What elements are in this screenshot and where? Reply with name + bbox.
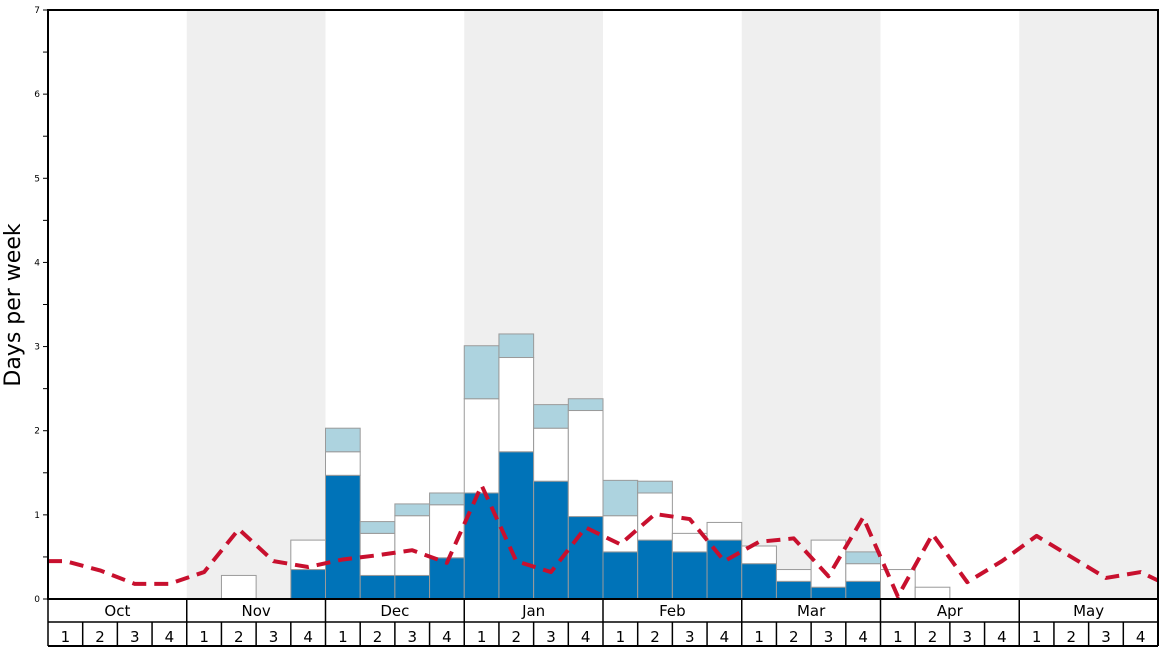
bar-segment xyxy=(567,516,604,600)
bar-segment xyxy=(567,398,604,412)
week-label: 3 xyxy=(130,628,140,646)
week-label: 4 xyxy=(997,628,1007,646)
bar-segment xyxy=(498,357,535,453)
month-band xyxy=(1019,10,1158,599)
bar-segment xyxy=(671,551,708,600)
y-tick-label: 6 xyxy=(34,90,40,100)
month-label: Apr xyxy=(937,602,964,620)
y-axis-title: Days per week xyxy=(1,223,26,386)
week-label: 1 xyxy=(893,628,903,646)
week-label: 4 xyxy=(442,628,452,646)
bar-segment xyxy=(775,569,812,582)
week-label: 2 xyxy=(95,628,105,646)
week-label: 3 xyxy=(1101,628,1111,646)
bar-segment xyxy=(325,427,361,453)
bar-segment xyxy=(845,580,881,600)
bar-segment xyxy=(602,551,639,600)
week-label: 4 xyxy=(165,628,175,646)
week-label: 3 xyxy=(685,628,695,646)
bar-segment xyxy=(325,451,361,476)
bar-segment xyxy=(498,451,535,600)
week-label: 1 xyxy=(477,628,487,646)
bar-segment xyxy=(567,410,604,518)
week-label: 1 xyxy=(1032,628,1042,646)
month-shading-bands xyxy=(186,10,1158,599)
bar-segment xyxy=(429,492,465,506)
trend-line xyxy=(48,483,1159,599)
bar-segment xyxy=(810,586,847,600)
week-label: 2 xyxy=(373,628,383,646)
bar-segment xyxy=(845,551,881,565)
bar-segment xyxy=(810,539,847,588)
bar-segment xyxy=(463,398,500,494)
week-label: 1 xyxy=(199,628,209,646)
bar-segment xyxy=(845,563,881,582)
bar-segment xyxy=(533,404,569,429)
bar-segment xyxy=(533,427,569,482)
y-tick-label: 7 xyxy=(34,6,40,16)
week-label: 4 xyxy=(720,628,730,646)
y-tick-label: 2 xyxy=(34,427,40,437)
bar-segment xyxy=(914,586,951,600)
stacked-bars xyxy=(220,333,951,600)
month-label: Jan xyxy=(521,602,545,620)
bar-segment xyxy=(533,480,569,600)
week-label: 2 xyxy=(928,628,938,646)
month-label: Nov xyxy=(241,602,270,620)
bar-segment xyxy=(394,503,431,517)
x-axis: Oct Nov Dec Jan Feb Mar Apr May 1 2 3 4 1 2 3 4 1 2 3 4 1 2 3 4… xyxy=(47,599,1159,647)
y-tick-label: 0 xyxy=(34,595,40,605)
trend-line-group xyxy=(48,483,1159,599)
week-label: 3 xyxy=(546,628,556,646)
bar-segment xyxy=(637,539,673,600)
month-band xyxy=(741,10,881,599)
month-label: Dec xyxy=(380,602,409,620)
bar-segment xyxy=(359,521,396,534)
week-label: 4 xyxy=(858,628,868,646)
bar-segment xyxy=(741,545,777,565)
bar-segment xyxy=(741,563,777,600)
y-tick-label: 3 xyxy=(34,343,40,353)
bar-segment xyxy=(463,345,500,400)
week-label: 3 xyxy=(407,628,417,646)
week-label: 1 xyxy=(616,628,626,646)
y-axis: 0 1 2 3 4 5 6 7 xyxy=(34,6,48,605)
month-label: Mar xyxy=(797,602,826,620)
week-label: 1 xyxy=(754,628,764,646)
y-tick-label: 4 xyxy=(34,258,40,268)
week-label: 2 xyxy=(234,628,244,646)
week-label: 2 xyxy=(512,628,522,646)
week-label: 1 xyxy=(338,628,348,646)
y-tick-label: 1 xyxy=(34,511,40,521)
bar-segment xyxy=(220,574,257,600)
bar-segment xyxy=(394,515,431,576)
bar-segment xyxy=(394,574,431,600)
bar-segment xyxy=(290,569,326,600)
bar-segment xyxy=(325,474,361,600)
bar-segment xyxy=(602,479,639,517)
week-label: 4 xyxy=(1136,628,1146,646)
week-label: 3 xyxy=(824,628,834,646)
bar-segment xyxy=(359,574,396,600)
week-label: 4 xyxy=(581,628,591,646)
bar-segment xyxy=(706,521,743,541)
week-label: 4 xyxy=(303,628,313,646)
y-tick-label: 5 xyxy=(34,174,40,184)
month-label: Oct xyxy=(104,602,130,620)
week-label: 3 xyxy=(269,628,279,646)
bar-segment xyxy=(637,480,673,494)
month-label: May xyxy=(1073,602,1104,620)
month-label: Feb xyxy=(659,602,686,620)
bar-segment xyxy=(775,580,812,600)
week-label: 3 xyxy=(962,628,972,646)
week-label: 1 xyxy=(61,628,71,646)
week-label: 2 xyxy=(789,628,799,646)
bar-segment xyxy=(498,333,535,359)
week-label: 2 xyxy=(1067,628,1077,646)
month-band xyxy=(186,10,326,599)
week-label: 2 xyxy=(650,628,660,646)
